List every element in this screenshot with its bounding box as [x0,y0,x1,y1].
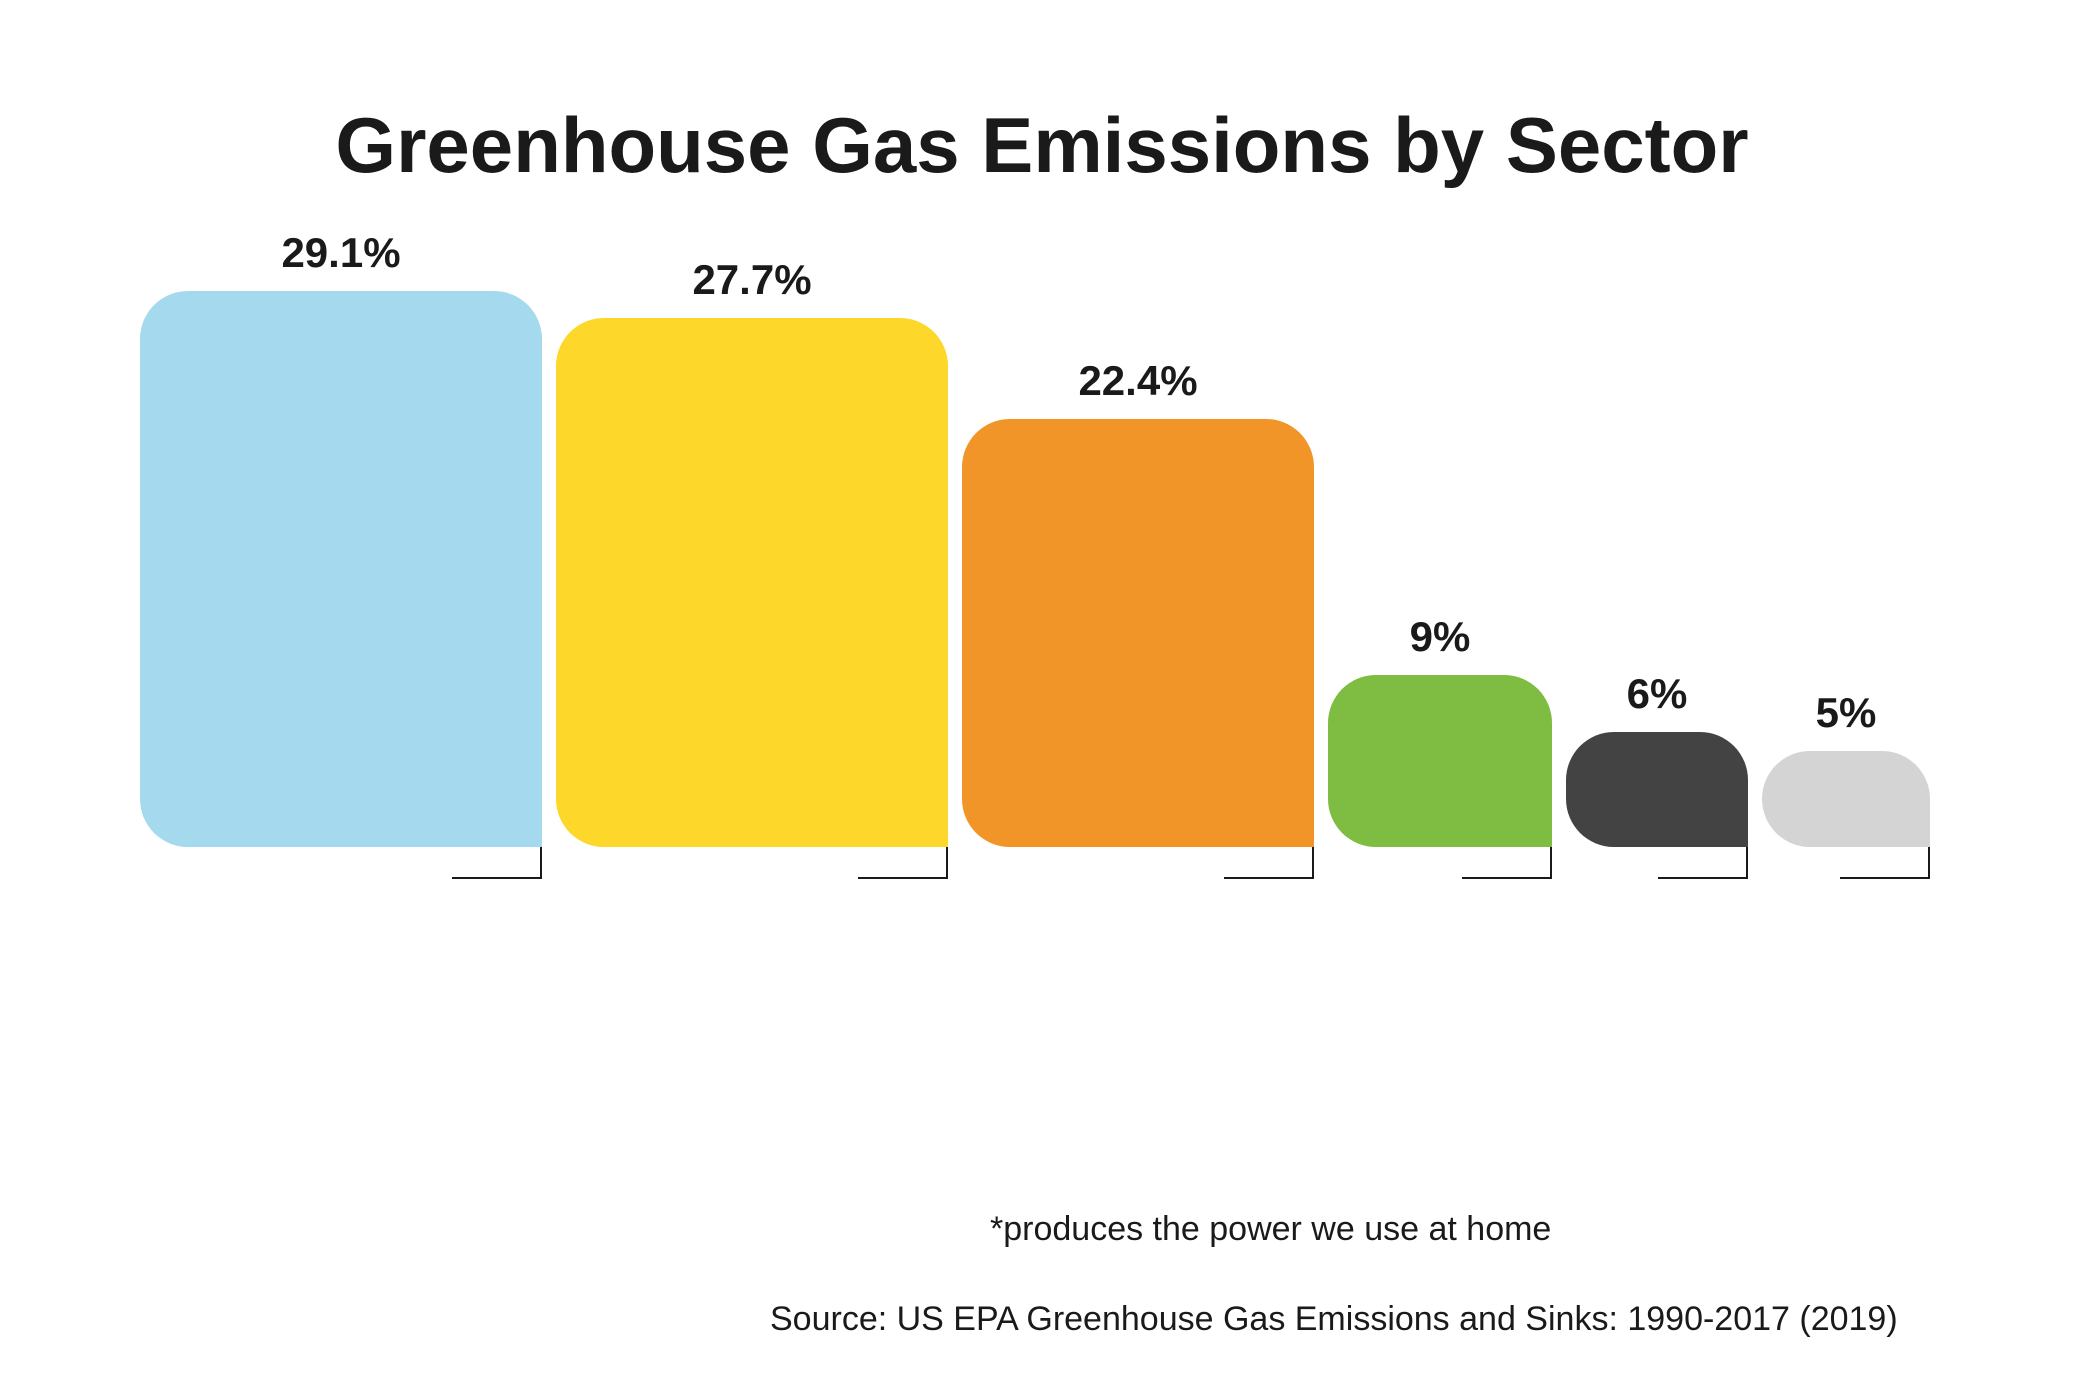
chart-footnote: *produces the power we use at home [990,1210,1551,1249]
leader-line-horizontal [1224,877,1314,879]
bar-value-label: 6% [1566,670,1748,732]
bar: 5% [1762,751,1930,847]
chart-source: Source: US EPA Greenhouse Gas Emissions … [770,1300,1898,1339]
bar-value-label: 22.4% [962,357,1314,419]
bar: 22.4% [962,419,1314,847]
bar-value-label: 29.1% [140,229,542,291]
leader-line-vertical [1928,847,1930,877]
leader-line-vertical [946,847,948,877]
chart-title: Greenhouse Gas Emissions by Sector [0,100,2084,191]
leader-line-vertical [540,847,542,877]
leader-line-vertical [1550,847,1552,877]
bar-value-label: 5% [1762,689,1930,751]
bar: 9% [1328,675,1552,847]
bar: 6% [1566,732,1748,847]
chart-area: 29.1%27.7%22.4%9%6%5% [140,247,1940,847]
bar: 29.1% [140,291,542,847]
leader-line-horizontal [1840,877,1930,879]
leader-line-vertical [1312,847,1314,877]
leader-line-horizontal [1658,877,1748,879]
bar-value-label: 27.7% [556,256,948,318]
leader-line-vertical [1746,847,1748,877]
bar: 27.7% [556,318,948,847]
bar-value-label: 9% [1328,613,1552,675]
leader-line-horizontal [858,877,948,879]
leader-line-horizontal [1462,877,1552,879]
leader-line-horizontal [452,877,542,879]
